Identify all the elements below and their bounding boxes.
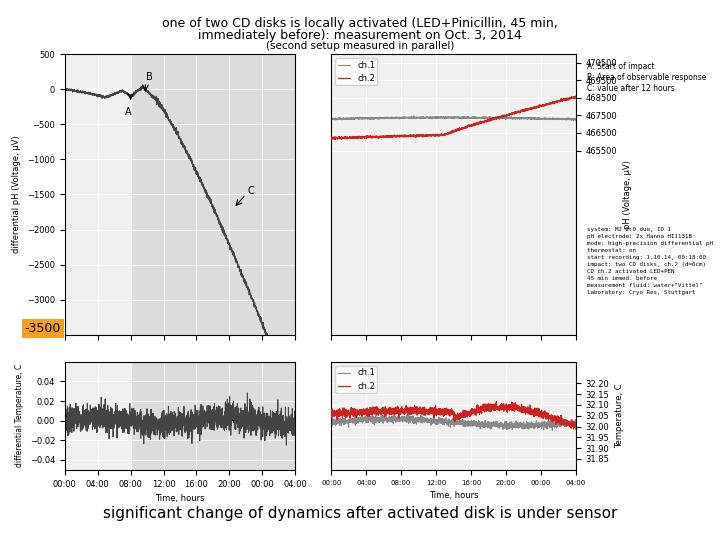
Text: (second setup measured in parallel): (second setup measured in parallel) bbox=[266, 41, 454, 51]
ch.2 bbox=[331, 136, 340, 143]
Legend: ch.1, ch.2: ch.1, ch.2 bbox=[336, 366, 377, 393]
ch.2 bbox=[340, 134, 348, 141]
ch.1 bbox=[439, 114, 448, 121]
X-axis label: Time, hours: Time, hours bbox=[156, 494, 204, 503]
ch.2 bbox=[446, 407, 454, 413]
Text: C: C bbox=[248, 186, 254, 195]
ch.1 bbox=[564, 421, 573, 427]
Line: ch.2: ch.2 bbox=[331, 402, 576, 429]
ch.2 bbox=[520, 107, 528, 114]
Text: one of two CD disks is locally activated (LED+Pinicillin, 45 min,: one of two CD disks is locally activated… bbox=[162, 17, 558, 30]
X-axis label: Time, hours: Time, hours bbox=[429, 491, 478, 500]
ch.1 bbox=[327, 115, 336, 122]
Line: ch.1: ch.1 bbox=[331, 415, 576, 430]
ch.1 bbox=[564, 422, 573, 428]
ch.2 bbox=[520, 408, 528, 415]
ch.2 bbox=[327, 410, 336, 417]
ch.2 bbox=[572, 426, 580, 432]
Text: system: MJ 2.0 duo, ID 1
pH electrode: 2x Hanna HI1131B
mode: high-precision dif: system: MJ 2.0 duo, ID 1 pH electrode: 2… bbox=[587, 227, 713, 295]
Y-axis label: differential Temperature, C: differential Temperature, C bbox=[15, 364, 24, 468]
Y-axis label: Temperature, C: Temperature, C bbox=[615, 383, 624, 448]
Y-axis label: differential pH (Voltage, µV): differential pH (Voltage, µV) bbox=[12, 136, 22, 253]
ch.1 bbox=[339, 418, 348, 424]
Text: A: A bbox=[125, 107, 132, 117]
ch.1 bbox=[548, 427, 557, 434]
ch.2 bbox=[446, 129, 454, 135]
Line: ch.2: ch.2 bbox=[331, 96, 576, 139]
ch.2 bbox=[564, 96, 573, 102]
Text: significant change of dynamics after activated disk is under sensor: significant change of dynamics after act… bbox=[103, 506, 617, 521]
ch.1 bbox=[446, 114, 454, 121]
ch.2 bbox=[572, 94, 580, 101]
ch.2 bbox=[492, 399, 500, 405]
Line: ch.1: ch.1 bbox=[331, 116, 576, 120]
Text: A: Start of impact: A: Start of impact bbox=[587, 62, 654, 71]
ch.2 bbox=[564, 419, 573, 426]
ch.1 bbox=[368, 411, 377, 418]
ch.1 bbox=[570, 117, 578, 124]
ch.1 bbox=[564, 116, 573, 123]
Legend: ch.1, ch.2: ch.1, ch.2 bbox=[336, 58, 377, 85]
ch.1 bbox=[564, 116, 573, 122]
ch.2 bbox=[439, 410, 448, 416]
Text: immediately before): measurement on Oct. 3, 2014: immediately before): measurement on Oct.… bbox=[198, 29, 522, 42]
ch.1 bbox=[327, 420, 336, 426]
ch.2 bbox=[564, 94, 573, 101]
ch.1 bbox=[572, 418, 580, 425]
ch.1 bbox=[339, 116, 348, 122]
ch.2 bbox=[439, 132, 448, 138]
ch.1 bbox=[409, 113, 418, 119]
Text: B: Area of observable response: B: Area of observable response bbox=[587, 73, 706, 82]
Bar bbox=[130, 362, 295, 470]
ch.2 bbox=[564, 423, 573, 429]
ch.1 bbox=[439, 416, 448, 423]
ch.1 bbox=[572, 116, 580, 123]
Bar bbox=[130, 54, 295, 335]
ch.2 bbox=[339, 410, 348, 416]
ch.1 bbox=[520, 115, 528, 122]
Text: C: value after 12 hours: C: value after 12 hours bbox=[587, 84, 675, 93]
Y-axis label: pH (Voltage, µV): pH (Voltage, µV) bbox=[623, 160, 632, 229]
Text: -3500: -3500 bbox=[24, 322, 61, 335]
ch.1 bbox=[520, 421, 528, 428]
ch.1 bbox=[446, 419, 454, 426]
ch.2 bbox=[327, 135, 336, 141]
Text: B: B bbox=[146, 72, 153, 82]
ch.2 bbox=[571, 93, 580, 99]
